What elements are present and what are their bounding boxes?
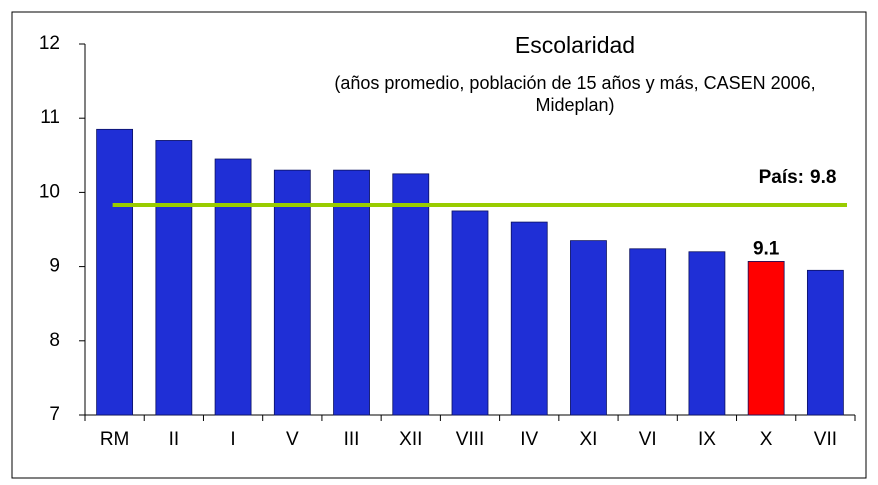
chart-subtitle: Mideplan): [535, 95, 614, 115]
y-tick-label: 8: [49, 330, 60, 351]
bar: [806, 269, 844, 416]
bar: [747, 261, 785, 416]
x-tick-label: VIII: [456, 429, 485, 450]
x-tick-label: II: [169, 429, 180, 450]
y-tick-label: 9: [49, 256, 60, 277]
bar: [451, 210, 489, 416]
bar: [629, 248, 667, 416]
x-tick-label: III: [344, 429, 360, 450]
x-tick-label: RM: [100, 429, 130, 450]
bar: [392, 173, 430, 416]
bar: [273, 169, 311, 416]
bar: [155, 140, 193, 416]
x-tick-label: XI: [579, 429, 597, 450]
y-tick-label: 12: [39, 33, 60, 54]
y-tick-label: 10: [39, 181, 60, 202]
x-tick-label: XII: [399, 429, 422, 450]
value-label: 9.1: [753, 238, 780, 259]
x-tick-label: I: [230, 429, 235, 450]
x-tick-label: X: [760, 429, 773, 450]
chart-title: Escolaridad: [515, 32, 635, 58]
reference-value: 9.8: [810, 167, 836, 188]
bar: [510, 221, 548, 416]
x-tick-label: VI: [639, 429, 657, 450]
x-tick-label: V: [286, 429, 299, 450]
x-tick-label: IX: [698, 429, 716, 450]
x-tick-label: VII: [814, 429, 837, 450]
bar: [570, 240, 607, 416]
bar: [214, 158, 252, 416]
chart-subtitle: (años promedio, población de 15 años y m…: [334, 73, 815, 93]
bar: [96, 128, 134, 416]
x-tick-label: IV: [520, 429, 538, 450]
y-tick-label: 7: [49, 404, 60, 425]
y-tick-label: 11: [40, 107, 60, 128]
reference-label: País:: [759, 167, 804, 188]
bar: [333, 169, 370, 416]
bar: [688, 251, 726, 416]
